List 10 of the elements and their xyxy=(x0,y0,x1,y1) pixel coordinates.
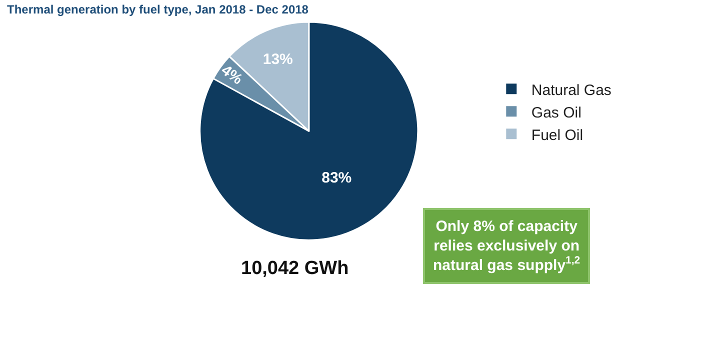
pie-slice xyxy=(199,21,419,241)
text: Only 8% of capacity relies exclusively on natural gas supply$^{1,2}$ xyxy=(433,218,580,274)
data-label: 13% xyxy=(262,50,293,68)
legend-label: Gas Oil xyxy=(531,104,582,122)
legend-label: Natural Gas xyxy=(531,82,612,99)
chart-title: Thermal generation by fuel type, Jan 2018 - Dec 2018 xyxy=(7,2,309,17)
text: 10,042 GWh xyxy=(241,258,349,279)
data-label: 83% xyxy=(322,169,352,186)
data-label: 4% xyxy=(218,62,246,88)
legend-label: Fuel Oil xyxy=(531,126,584,144)
